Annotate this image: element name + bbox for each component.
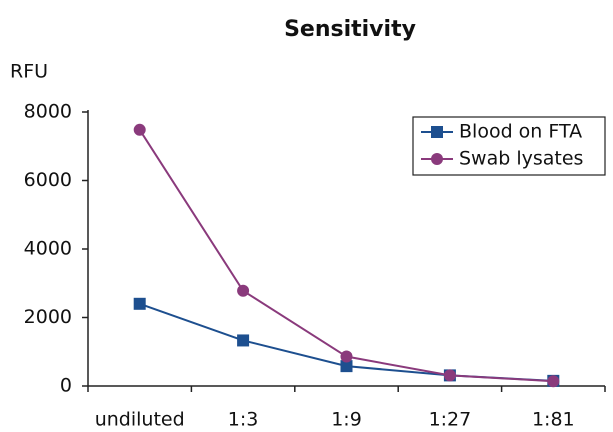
y-axis-label: RFU (10, 61, 48, 83)
legend-box (412, 116, 606, 176)
marker (340, 360, 353, 373)
legend-label: Swab lysates (459, 148, 583, 170)
y-tick-label: 8000 (24, 101, 72, 123)
legend-marker (431, 126, 443, 138)
marker (547, 375, 560, 388)
x-tick-label: 1:27 (429, 409, 472, 431)
marker (237, 334, 250, 347)
x-tick-label: 1:9 (331, 409, 362, 431)
y-tick-label: 2000 (24, 306, 72, 328)
marker (133, 297, 146, 310)
legend: Blood on FTA Swab lysates (412, 116, 606, 176)
legend-label: Blood on FTA (459, 121, 582, 143)
y-tick-label: 0 (60, 375, 72, 397)
marker (133, 123, 146, 136)
marker (443, 369, 456, 382)
x-tick-label: undiluted (95, 409, 185, 431)
y-tick-label: 6000 (24, 169, 72, 191)
marker (340, 350, 353, 363)
marker (237, 284, 250, 297)
y-tick-label: 4000 (24, 238, 72, 260)
chart-title: Sensitivity (284, 17, 416, 42)
x-tick-label: 1:3 (228, 409, 259, 431)
legend-marker (431, 153, 443, 165)
x-tick-label: 1:81 (532, 409, 575, 431)
